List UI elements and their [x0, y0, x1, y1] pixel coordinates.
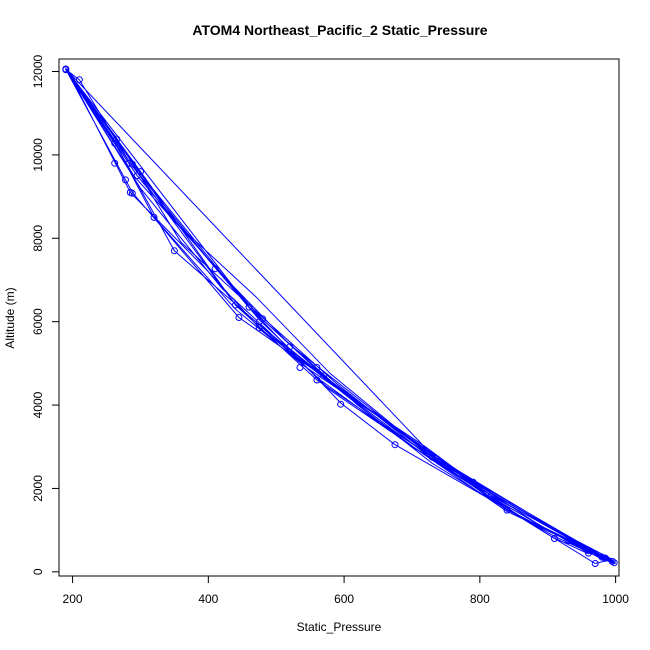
data-point	[128, 189, 136, 197]
y-tick-label: 0	[31, 568, 45, 575]
data-point	[111, 139, 119, 147]
data-point	[245, 303, 253, 311]
data-point	[232, 301, 239, 309]
chart-title: ATOM4 Northeast_Pacific_2 Static_Pressur…	[192, 22, 487, 38]
data-point	[128, 160, 136, 168]
data-point	[435, 457, 443, 465]
data-point	[286, 343, 294, 351]
data-point	[391, 441, 399, 449]
series-line	[65, 67, 616, 565]
y-tick-label: 12000	[31, 55, 45, 89]
data-point	[62, 66, 70, 74]
x-tick-label: 200	[63, 592, 83, 606]
y-tick-label: 8000	[31, 225, 45, 252]
data-point	[122, 176, 129, 184]
data-point	[320, 372, 328, 380]
data-point	[503, 506, 511, 514]
data-point	[125, 159, 133, 167]
data-point	[469, 478, 477, 486]
y-tick-label: 10000	[31, 138, 45, 172]
data-point	[483, 489, 491, 497]
x-tick-label: 800	[470, 592, 490, 606]
data-point	[111, 159, 119, 167]
series-lines	[65, 67, 616, 565]
y-tick-label: 4000	[31, 391, 45, 418]
data-point	[337, 400, 345, 408]
data-point	[170, 247, 178, 255]
x-axis-label: Static_Pressure	[297, 620, 382, 634]
y-tick-label: 2000	[31, 475, 45, 502]
x-tick-label: 600	[334, 592, 354, 606]
series-markers	[62, 65, 618, 567]
data-point	[113, 135, 121, 143]
data-point	[564, 537, 572, 545]
x-tick-label: 1000	[602, 592, 629, 606]
data-point	[313, 364, 321, 371]
y-axis: 0 2000 4000 6000 8000 10000 12000	[31, 55, 59, 575]
y-tick-label: 6000	[31, 308, 45, 335]
data-point	[75, 76, 83, 84]
data-point	[137, 168, 144, 176]
data-point	[211, 265, 219, 273]
data-point	[591, 560, 599, 567]
data-point	[551, 535, 558, 542]
data-point	[255, 324, 263, 332]
data-point	[133, 172, 141, 180]
y-axis-label: Altitude (m)	[3, 287, 17, 348]
data-point	[608, 557, 616, 565]
plot-frame	[58, 58, 620, 577]
x-tick-label: 400	[198, 592, 218, 606]
data-point	[598, 553, 606, 561]
data-point	[313, 376, 321, 384]
data-point	[235, 314, 243, 321]
x-axis: 200 400 600 800 1000	[63, 576, 629, 606]
data-point	[601, 554, 609, 562]
data-point	[610, 559, 618, 567]
data-point	[428, 453, 436, 461]
data-point	[296, 364, 304, 371]
data-point	[585, 549, 592, 557]
data-point	[150, 213, 158, 221]
